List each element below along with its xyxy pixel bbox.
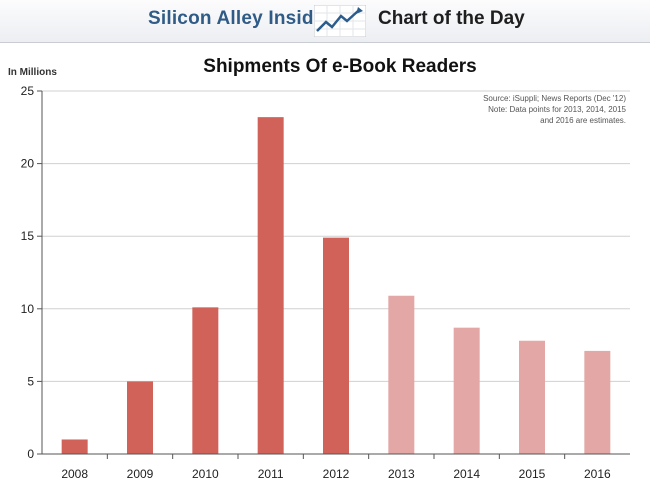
chart-title: Shipments Of e-Book Readers xyxy=(203,56,476,77)
y-axis-label: In Millions xyxy=(8,67,57,78)
x-tick-label: 2008 xyxy=(61,467,88,481)
x-tick-label: 2016 xyxy=(584,467,611,481)
bar-2011 xyxy=(257,117,284,455)
bar-2009 xyxy=(127,381,153,454)
x-tick-label: 2011 xyxy=(258,467,284,481)
x-tick-label: 2014 xyxy=(453,467,480,481)
x-tick-label: 2009 xyxy=(127,467,154,481)
bar-2015 xyxy=(519,340,545,454)
x-tick-label: 2013 xyxy=(388,467,415,481)
x-tick-label: 2015 xyxy=(519,467,546,481)
section-title: Chart of the Day xyxy=(378,8,525,29)
bar-2013 xyxy=(388,295,415,454)
tick-labels: 0 5 10 15 20 25 2008 2009 2010 2011 2012 2013 2014 20… xyxy=(21,84,611,481)
x-tick-label: 2012 xyxy=(323,467,350,481)
y-tick-label: 25 xyxy=(21,84,35,98)
y-tick-label: 10 xyxy=(21,302,35,316)
y-tick-label: 5 xyxy=(27,374,34,388)
bar-2016 xyxy=(584,350,611,454)
annotation-line: Note: Data points for 2013, 2014, 2015 xyxy=(488,105,626,114)
bar-2010 xyxy=(192,307,219,454)
bar-2014 xyxy=(453,327,480,454)
site-banner: Silicon Alley Insider Chart of the Day xyxy=(0,0,650,43)
annotation-line: Source: iSuppli; News Reports (Dec '12) xyxy=(483,94,626,103)
bar-2008 xyxy=(61,439,88,454)
source-note: Source: iSuppli; News Reports (Dec '12) N… xyxy=(483,94,626,125)
bars xyxy=(61,117,611,455)
y-tick-label: 20 xyxy=(21,157,35,171)
y-tick-label: 15 xyxy=(21,229,35,243)
bar-2012 xyxy=(323,237,349,454)
x-tick-label: 2010 xyxy=(192,467,219,481)
y-tick-label: 0 xyxy=(27,447,34,461)
annotation-line: and 2016 are estimates. xyxy=(540,116,626,125)
axes xyxy=(37,90,630,459)
brand-name: Silicon Alley Insider xyxy=(148,8,333,29)
trend-chart-icon xyxy=(314,5,366,37)
